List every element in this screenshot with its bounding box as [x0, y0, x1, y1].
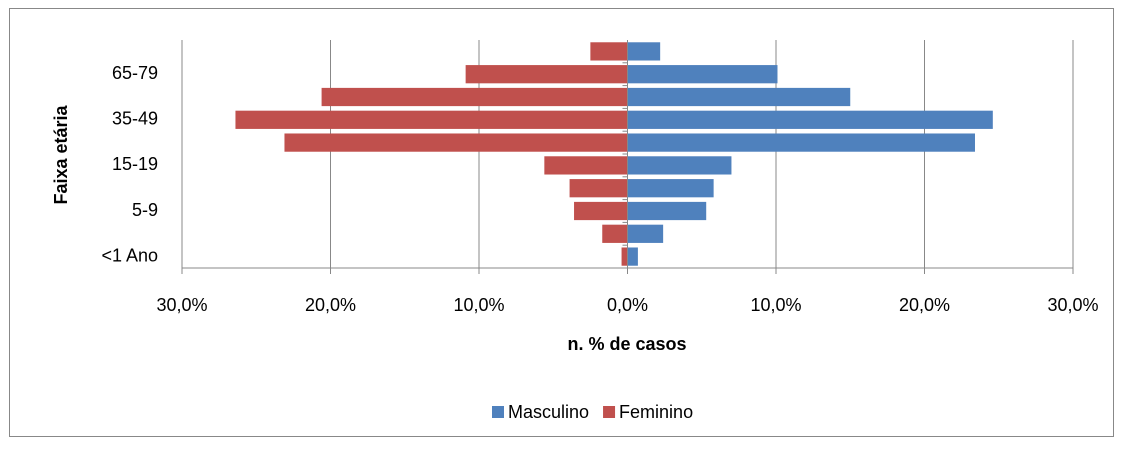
legend-label: Feminino — [619, 402, 693, 422]
bar — [621, 247, 628, 266]
x-tick-label: 0,0% — [607, 295, 648, 315]
y-tick-label: 65-79 — [112, 63, 158, 83]
bar — [574, 201, 628, 221]
bar — [627, 156, 732, 175]
y-tick-label: <1 Ano — [101, 245, 158, 265]
y-tick-label: 5-9 — [132, 200, 158, 220]
bar — [627, 133, 975, 152]
bar — [627, 65, 778, 84]
bar — [465, 65, 628, 84]
legend-swatch — [603, 406, 616, 418]
legend-label: Masculino — [508, 402, 589, 422]
x-tick-label: 10,0% — [750, 295, 801, 315]
x-tick-label: 30,0% — [156, 295, 207, 315]
y-tick-label: 15-19 — [112, 154, 158, 174]
x-axis-title: n. % de casos — [567, 334, 686, 354]
y-axis-title: Faixa etária — [51, 104, 71, 204]
bar — [627, 179, 714, 198]
bar — [590, 42, 628, 61]
bar — [627, 224, 664, 243]
x-tick-label: 20,0% — [899, 295, 950, 315]
bar — [627, 201, 707, 221]
bar — [627, 247, 638, 266]
bar — [544, 156, 628, 175]
x-tick-label: 30,0% — [1047, 295, 1098, 315]
bar — [235, 110, 628, 129]
bar — [627, 42, 661, 61]
bar — [627, 87, 851, 107]
bar — [602, 224, 628, 243]
bar — [321, 87, 628, 107]
x-tick-label: 20,0% — [305, 295, 356, 315]
legend-swatch — [492, 406, 504, 418]
y-tick-label: 35-49 — [112, 109, 158, 129]
x-tick-label: 10,0% — [453, 295, 504, 315]
bar — [627, 110, 993, 129]
bar — [569, 179, 628, 198]
bar — [284, 133, 628, 152]
